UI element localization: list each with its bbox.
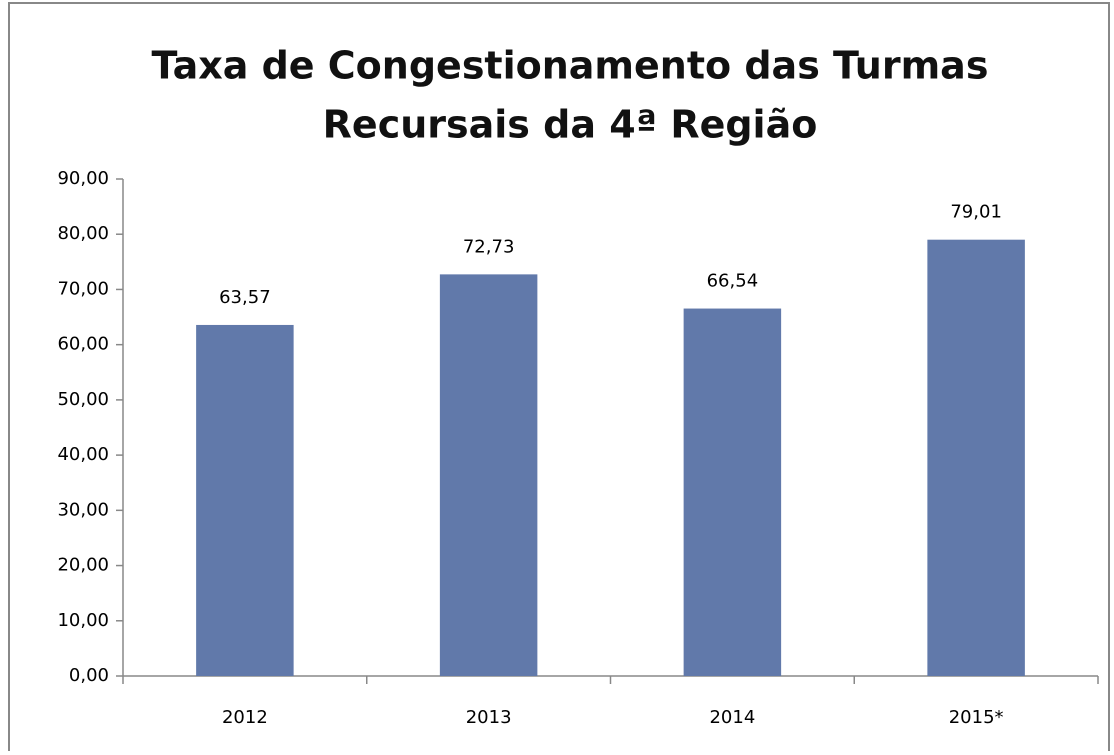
chart-title: Taxa de Congestionamento das Turmas <box>152 44 989 88</box>
x-tick-label: 2013 <box>466 707 512 728</box>
y-tick-label: 10,00 <box>57 610 109 631</box>
y-tick-label: 80,00 <box>57 223 109 244</box>
y-tick-label: 0,00 <box>69 665 109 686</box>
data-label: 79,01 <box>950 202 1002 223</box>
x-tick-label: 2015* <box>949 707 1004 728</box>
data-label: 66,54 <box>707 271 759 292</box>
data-label: 63,57 <box>219 287 271 308</box>
bar <box>927 239 1025 677</box>
x-tick-label: 2014 <box>709 707 755 728</box>
x-tick-label: 2012 <box>222 707 268 728</box>
bar <box>196 324 294 676</box>
y-tick-label: 40,00 <box>57 444 109 465</box>
y-tick-label: 30,00 <box>57 499 109 520</box>
data-label: 72,73 <box>463 236 515 257</box>
y-tick-label: 50,00 <box>57 389 109 410</box>
bar <box>683 308 782 676</box>
chart-frame <box>8 2 1110 755</box>
bar <box>439 274 538 676</box>
y-tick-label: 90,00 <box>57 168 109 189</box>
y-tick-label: 70,00 <box>57 278 109 299</box>
chart-title: Recursais da 4ª Região <box>323 103 818 147</box>
y-tick-label: 60,00 <box>57 334 109 355</box>
y-tick-label: 20,00 <box>57 555 109 576</box>
